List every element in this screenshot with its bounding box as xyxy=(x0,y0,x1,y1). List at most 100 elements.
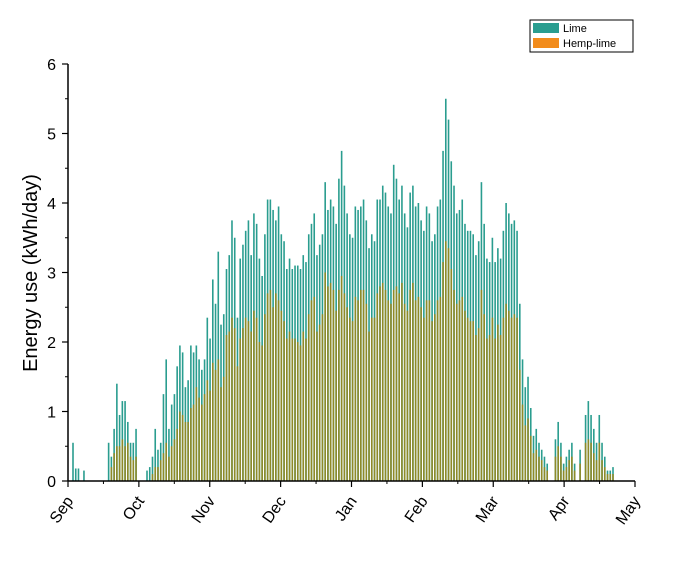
bar-hemp-lime xyxy=(239,338,242,481)
bar-hemp-lime xyxy=(395,286,398,481)
bar-hemp-lime xyxy=(242,328,244,481)
bar-hemp-lime xyxy=(266,293,269,481)
bar-hemp-lime xyxy=(258,342,261,481)
bar-hemp-lime xyxy=(401,282,403,481)
x-tick-label: Nov xyxy=(189,494,219,527)
bar-lime xyxy=(72,442,74,481)
bar-hemp-lime xyxy=(447,248,450,481)
bar-lime xyxy=(107,442,110,481)
y-tick-label: 0 xyxy=(47,474,56,491)
bar-hemp-lime xyxy=(203,394,206,482)
bar-hemp-lime xyxy=(154,467,157,481)
bar-hemp-lime xyxy=(302,331,305,481)
bar-lime xyxy=(83,470,85,481)
bar-hemp-lime xyxy=(335,310,337,481)
bar-hemp-lime xyxy=(346,307,348,481)
y-tick-label: 3 xyxy=(47,266,56,283)
bar-hemp-lime xyxy=(113,453,115,481)
bar-lime xyxy=(146,470,148,481)
x-tick-label: Dec xyxy=(260,494,290,527)
bar-hemp-lime xyxy=(159,460,162,481)
bar-hemp-lime xyxy=(483,314,485,481)
lime-series xyxy=(72,98,614,482)
bar-hemp-lime xyxy=(601,460,603,481)
bar-lime xyxy=(170,404,173,481)
bar-hemp-lime xyxy=(124,446,126,481)
bar-hemp-lime xyxy=(195,387,198,481)
bar-hemp-lime xyxy=(609,474,612,481)
bar-hemp-lime xyxy=(198,397,200,481)
bar-hemp-lime xyxy=(129,456,132,481)
bar-hemp-lime xyxy=(453,289,455,482)
bar-hemp-lime xyxy=(228,331,231,481)
bar-hemp-lime xyxy=(486,338,488,481)
bar-hemp-lime xyxy=(118,446,121,481)
bar-hemp-lime xyxy=(127,442,129,481)
bar-hemp-lime xyxy=(535,449,538,481)
bar-hemp-lime xyxy=(132,460,135,481)
bar-hemp-lime xyxy=(488,335,491,481)
bar-hemp-lime xyxy=(206,380,209,481)
bar-hemp-lime xyxy=(472,321,474,481)
bar-hemp-lime xyxy=(261,345,263,481)
bar-hemp-lime xyxy=(286,338,288,481)
bar-hemp-lime xyxy=(318,324,321,482)
bar-hemp-lime xyxy=(521,404,524,481)
bar-hemp-lime xyxy=(409,289,411,482)
bar-hemp-lime xyxy=(527,418,529,481)
bar-lime xyxy=(176,366,178,481)
bar-hemp-lime xyxy=(179,411,181,481)
bar-hemp-lime xyxy=(288,331,291,481)
legend-swatch-hemp-lime xyxy=(533,38,559,48)
bar-hemp-lime xyxy=(606,474,609,481)
bar-hemp-lime xyxy=(173,439,176,481)
bar-hemp-lime xyxy=(253,310,255,481)
bar-hemp-lime xyxy=(176,428,178,482)
bar-hemp-lime xyxy=(428,300,431,481)
bar-hemp-lime xyxy=(587,439,590,481)
bar-hemp-lime xyxy=(214,369,217,481)
bar-hemp-lime xyxy=(294,338,296,481)
bar-hemp-lime xyxy=(595,460,598,481)
bar-hemp-lime xyxy=(184,421,187,481)
bar-hemp-lime xyxy=(313,296,316,481)
bar-hemp-lime xyxy=(381,282,384,481)
bar-lime xyxy=(165,359,167,482)
bar-hemp-lime xyxy=(250,331,252,481)
bar-hemp-lime xyxy=(461,296,464,481)
bar-hemp-lime xyxy=(365,303,368,481)
bar-hemp-lime xyxy=(554,456,557,481)
bar-hemp-lime xyxy=(157,467,159,481)
bar-hemp-lime xyxy=(165,442,167,481)
legend-label-lime: Lime xyxy=(563,23,587,35)
hemp-lime-series xyxy=(110,241,614,482)
bar-hemp-lime xyxy=(529,435,532,481)
bar-hemp-lime xyxy=(201,404,203,481)
bar-lime xyxy=(148,467,151,481)
bar-hemp-lime xyxy=(220,387,222,481)
bar-lime xyxy=(77,468,80,481)
bar-hemp-lime xyxy=(283,321,285,481)
bar-hemp-lime xyxy=(233,328,236,481)
bar-hemp-lime xyxy=(414,300,417,481)
bar-hemp-lime xyxy=(412,282,414,481)
bar-hemp-lime xyxy=(516,317,518,481)
bar-hemp-lime xyxy=(343,293,346,481)
bar-hemp-lime xyxy=(222,376,225,481)
bar-hemp-lime xyxy=(299,345,302,481)
bar-lime xyxy=(124,401,126,481)
bar-hemp-lime xyxy=(497,324,499,482)
bar-hemp-lime xyxy=(442,262,444,481)
x-tick-label: Sep xyxy=(47,493,77,526)
bar-hemp-lime xyxy=(277,300,280,481)
bar-hemp-lime xyxy=(513,314,516,481)
bar-hemp-lime xyxy=(480,289,483,482)
bar-hemp-lime xyxy=(499,335,502,481)
bar-hemp-lime xyxy=(236,366,239,481)
bar-hemp-lime xyxy=(508,310,510,481)
bar-hemp-lime xyxy=(423,317,425,481)
bar-hemp-lime xyxy=(420,307,422,481)
bar-hemp-lime xyxy=(584,442,587,481)
bar-lime xyxy=(135,428,137,482)
